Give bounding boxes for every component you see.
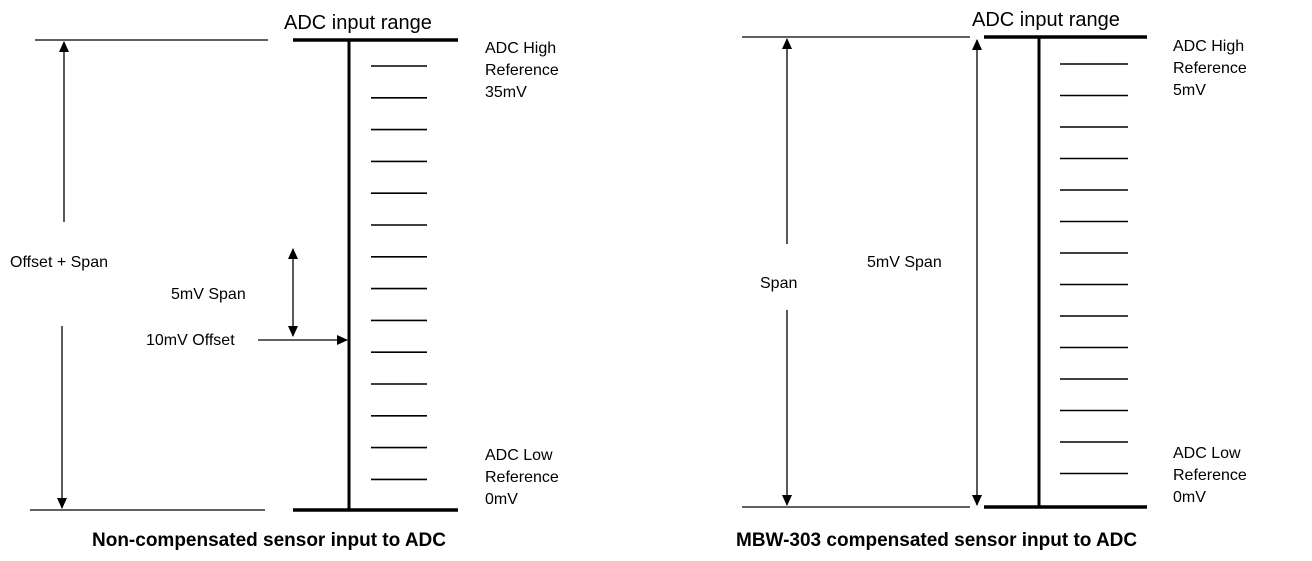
left-panel: ADC input range Offset + Span 5mV Span 1…	[10, 12, 563, 551]
left-caption: Non-compensated sensor input to ADC	[92, 530, 446, 551]
right-span-inner-label: 5mV Span	[867, 254, 942, 271]
right-adc-ticks	[1060, 63, 1128, 475]
left-offset-label: 10mV Offset	[146, 332, 235, 349]
right-span-outer-label: Span	[760, 275, 797, 292]
left-high-ref: ADC High Reference 35mV	[485, 40, 563, 101]
right-low-ref: ADC Low Reference 0mV	[1173, 445, 1251, 506]
right-caption: MBW-303 compensated sensor input to ADC	[736, 530, 1137, 551]
left-span-label: 5mV Span	[171, 286, 246, 303]
left-low-ref: ADC Low Reference 0mV	[485, 447, 563, 508]
left-title: ADC input range	[284, 12, 432, 34]
right-high-ref: ADC High Reference 5mV	[1173, 38, 1251, 99]
left-adc-ticks	[371, 65, 427, 481]
right-title: ADC input range	[972, 9, 1120, 31]
left-offset-span-label: Offset + Span	[10, 254, 108, 271]
right-panel: ADC input range Span 5mV Span ADC High R…	[736, 9, 1251, 551]
